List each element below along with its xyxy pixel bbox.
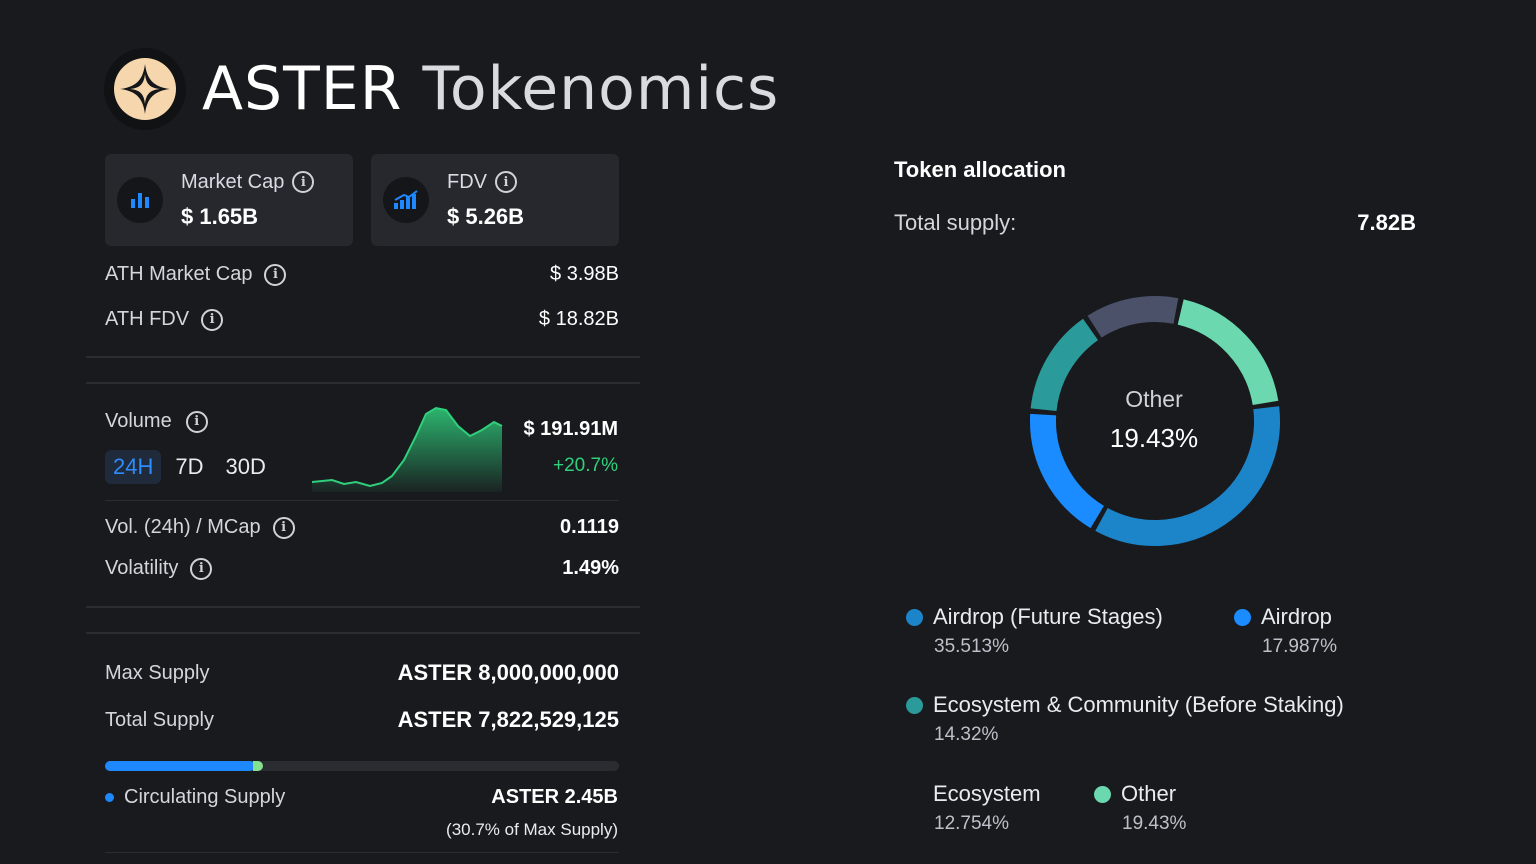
total-supply-value: ASTER 7,822,529,125	[397, 707, 619, 732]
ath-market-cap-value: $ 3.98B	[550, 263, 619, 285]
volume-label: Volume i	[105, 410, 208, 433]
legend-dot-icon	[1094, 785, 1111, 803]
row-divider	[105, 500, 619, 501]
legend-item-ecosystem[interactable]: Ecosystem 12.754%	[906, 781, 1041, 835]
title-strong: ASTER	[202, 54, 403, 124]
max-supply-label: Max Supply	[105, 661, 210, 684]
supply-progress-bar	[105, 761, 619, 771]
fdv-label: FDV i	[447, 171, 524, 194]
legend-item-airdrop[interactable]: Airdrop 17.987%	[1234, 604, 1337, 658]
legend-label: Ecosystem & Community (Before Staking)	[933, 692, 1344, 717]
market-cap-value: $ 1.65B	[181, 203, 259, 229]
volatility-label: Volatility	[105, 557, 179, 579]
tab-24h[interactable]: 24H	[105, 450, 162, 484]
legend-label: Airdrop (Future Stages)	[933, 604, 1163, 629]
ath-fdv-label: ATH FDV	[105, 308, 190, 330]
total-supply-value: 7.82B	[1357, 210, 1416, 235]
donut-slice-ecosystem-community-before-staking-[interactable]	[1030, 318, 1099, 412]
legend-pct: 35.513%	[934, 636, 1010, 657]
vol-mcap-label: Vol. (24h) / MCap	[105, 516, 261, 538]
row-divider	[105, 852, 619, 853]
tab-7d[interactable]: 7D	[175, 454, 204, 479]
donut-slice-other[interactable]	[1177, 299, 1279, 406]
donut-slice-airdrop[interactable]	[1030, 413, 1105, 529]
aster-star-icon	[114, 58, 176, 120]
section-divider	[86, 382, 640, 384]
page-title: ASTER Tokenomics	[202, 54, 779, 124]
allocation-donut[interactable]	[1010, 276, 1300, 566]
volume-value: $ 191.91M	[523, 418, 618, 440]
circulating-dot-icon	[105, 793, 114, 802]
bar-chart-icon	[117, 177, 163, 223]
legend-dot-icon	[906, 786, 923, 803]
aster-logo	[104, 48, 186, 130]
circulating-supply-label: Circulating Supply	[105, 786, 285, 809]
donut-slice-ecosystem[interactable]	[1087, 296, 1179, 338]
info-icon[interactable]: i	[495, 171, 517, 193]
legend-dot-icon	[906, 696, 923, 714]
header: ASTER Tokenomics	[104, 48, 779, 130]
tab-30d[interactable]: 30D	[225, 454, 266, 479]
legend-label: Other	[1121, 781, 1177, 806]
info-icon[interactable]: i	[190, 557, 213, 580]
legend-pct: 17.987%	[1262, 636, 1338, 657]
volume-change: +20.7%	[553, 455, 618, 476]
donut-center: Other 19.43%	[1054, 386, 1254, 454]
volume-sparkline	[312, 406, 503, 492]
legend-label: Airdrop	[1261, 604, 1332, 629]
donut-center-pct: 19.43%	[1109, 423, 1199, 453]
info-icon[interactable]: i	[292, 171, 315, 193]
section-divider	[86, 632, 640, 634]
total-supply-label: Total Supply	[105, 708, 214, 731]
token-allocation-title: Token allocation	[894, 157, 1066, 182]
section-divider	[86, 606, 640, 608]
legend-item-airdrop-future[interactable]: Airdrop (Future Stages) 35.513%	[906, 604, 1163, 658]
circulating-fill-end	[252, 761, 263, 771]
info-icon[interactable]: i	[264, 263, 287, 286]
legend-item-ecosystem-community[interactable]: Ecosystem & Community (Before Staking) 1…	[906, 692, 1344, 746]
fdv-value: $ 5.26B	[447, 203, 525, 229]
info-icon[interactable]: i	[201, 308, 224, 331]
ath-market-cap-label: ATH Market Cap	[105, 263, 253, 285]
fdv-card[interactable]: FDV i $ 5.26B	[371, 154, 619, 246]
vol-mcap-value: 0.1119	[560, 516, 619, 538]
ath-market-cap-row: ATH Market Cap i $ 3.98B	[105, 263, 619, 286]
total-supply-row: Total Supply ASTER 7,822,529,125	[105, 707, 619, 733]
circulating-supply-sub: (30.7% of Max Supply)	[446, 820, 618, 839]
max-supply-value: ASTER 8,000,000,000	[397, 660, 619, 685]
market-cap-card[interactable]: Market Cap i $ 1.65B	[105, 154, 353, 246]
circulating-fill	[105, 761, 255, 771]
total-supply-label: Total supply:	[894, 210, 1017, 235]
circulating-supply-value: ASTER 2.45B	[491, 786, 618, 808]
legend-dot-icon	[1234, 608, 1251, 626]
legend-dot-icon	[906, 608, 923, 626]
legend-label: Ecosystem	[933, 781, 1041, 806]
donut-center-name: Other	[1125, 386, 1183, 412]
ath-fdv-value: $ 18.82B	[538, 308, 619, 330]
legend-pct: 12.754%	[934, 813, 1010, 834]
volume-tabs: 24H 7D 30D	[105, 450, 274, 484]
legend-pct: 19.43%	[1122, 813, 1187, 834]
section-divider	[86, 356, 640, 358]
volatility-row: Volatility i 1.49%	[105, 557, 619, 580]
info-icon[interactable]: i	[185, 410, 208, 433]
ath-fdv-row: ATH FDV i $ 18.82B	[105, 308, 619, 331]
legend-item-other[interactable]: Other 19.43%	[1094, 781, 1186, 835]
market-cap-label: Market Cap i	[181, 171, 315, 194]
legend-pct: 14.32%	[934, 724, 999, 745]
volatility-value: 1.49%	[562, 557, 619, 579]
rising-bars-icon	[383, 177, 429, 223]
max-supply-row: Max Supply ASTER 8,000,000,000	[105, 660, 619, 686]
donut-slice-airdrop-future-stages-[interactable]	[1095, 406, 1280, 546]
title-light: Tokenomics	[422, 54, 780, 124]
info-icon[interactable]: i	[272, 516, 295, 539]
vol-mcap-row: Vol. (24h) / MCap i 0.1119	[105, 516, 619, 539]
